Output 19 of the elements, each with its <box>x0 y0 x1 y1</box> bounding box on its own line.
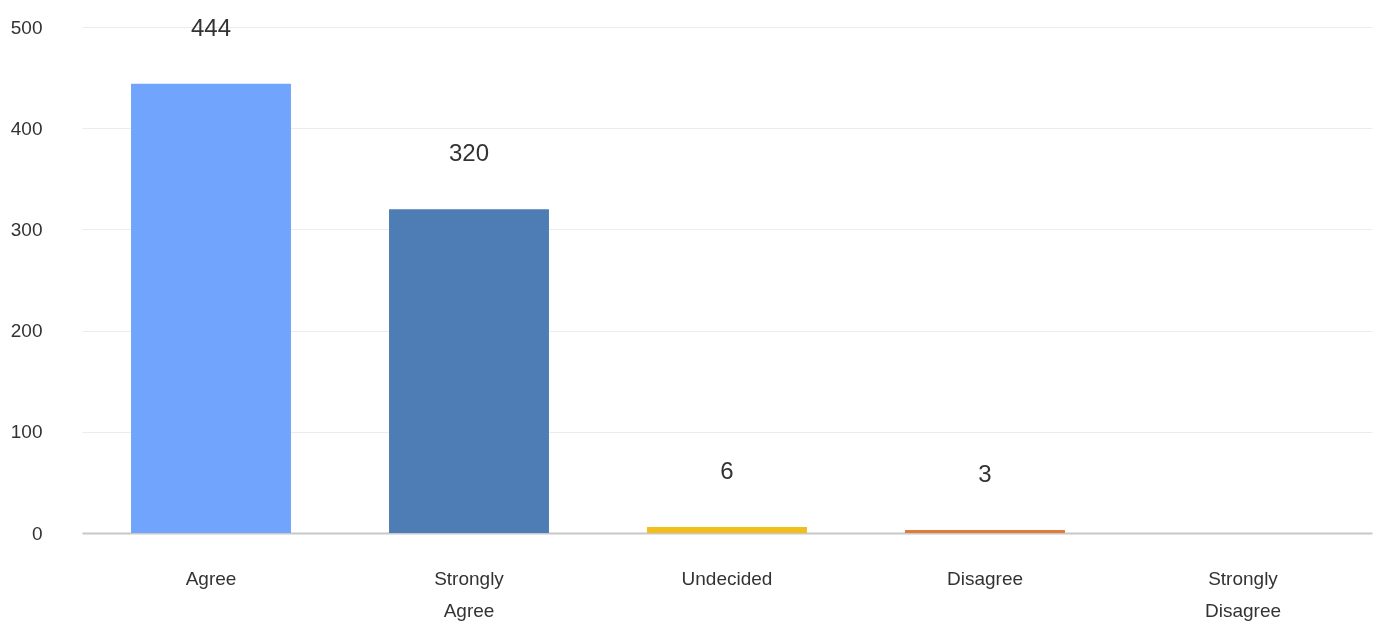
bar <box>389 209 549 533</box>
x-tick-label: Strongly Agree <box>434 567 505 621</box>
x-tick-label: Disagree <box>946 567 1024 589</box>
data-label: 444 <box>190 13 232 41</box>
bar <box>905 529 1065 533</box>
y-tick-label: 400 <box>10 117 43 139</box>
y-tick-label: 300 <box>10 218 43 240</box>
data-label: 3 <box>978 459 992 487</box>
x-tick-label: Undecided <box>681 567 773 589</box>
bar <box>647 526 807 533</box>
data-label: 6 <box>720 456 734 484</box>
y-tick-label: 100 <box>10 421 43 443</box>
x-tick-label: Agree <box>185 567 237 589</box>
y-tick-label: 200 <box>10 320 43 342</box>
bar <box>131 83 291 533</box>
x-tick-label: Strongly Disagree <box>1204 567 1282 621</box>
y-tick-label: 500 <box>10 16 43 38</box>
data-label: 320 <box>448 139 490 167</box>
y-tick-label: 0 <box>31 522 43 544</box>
